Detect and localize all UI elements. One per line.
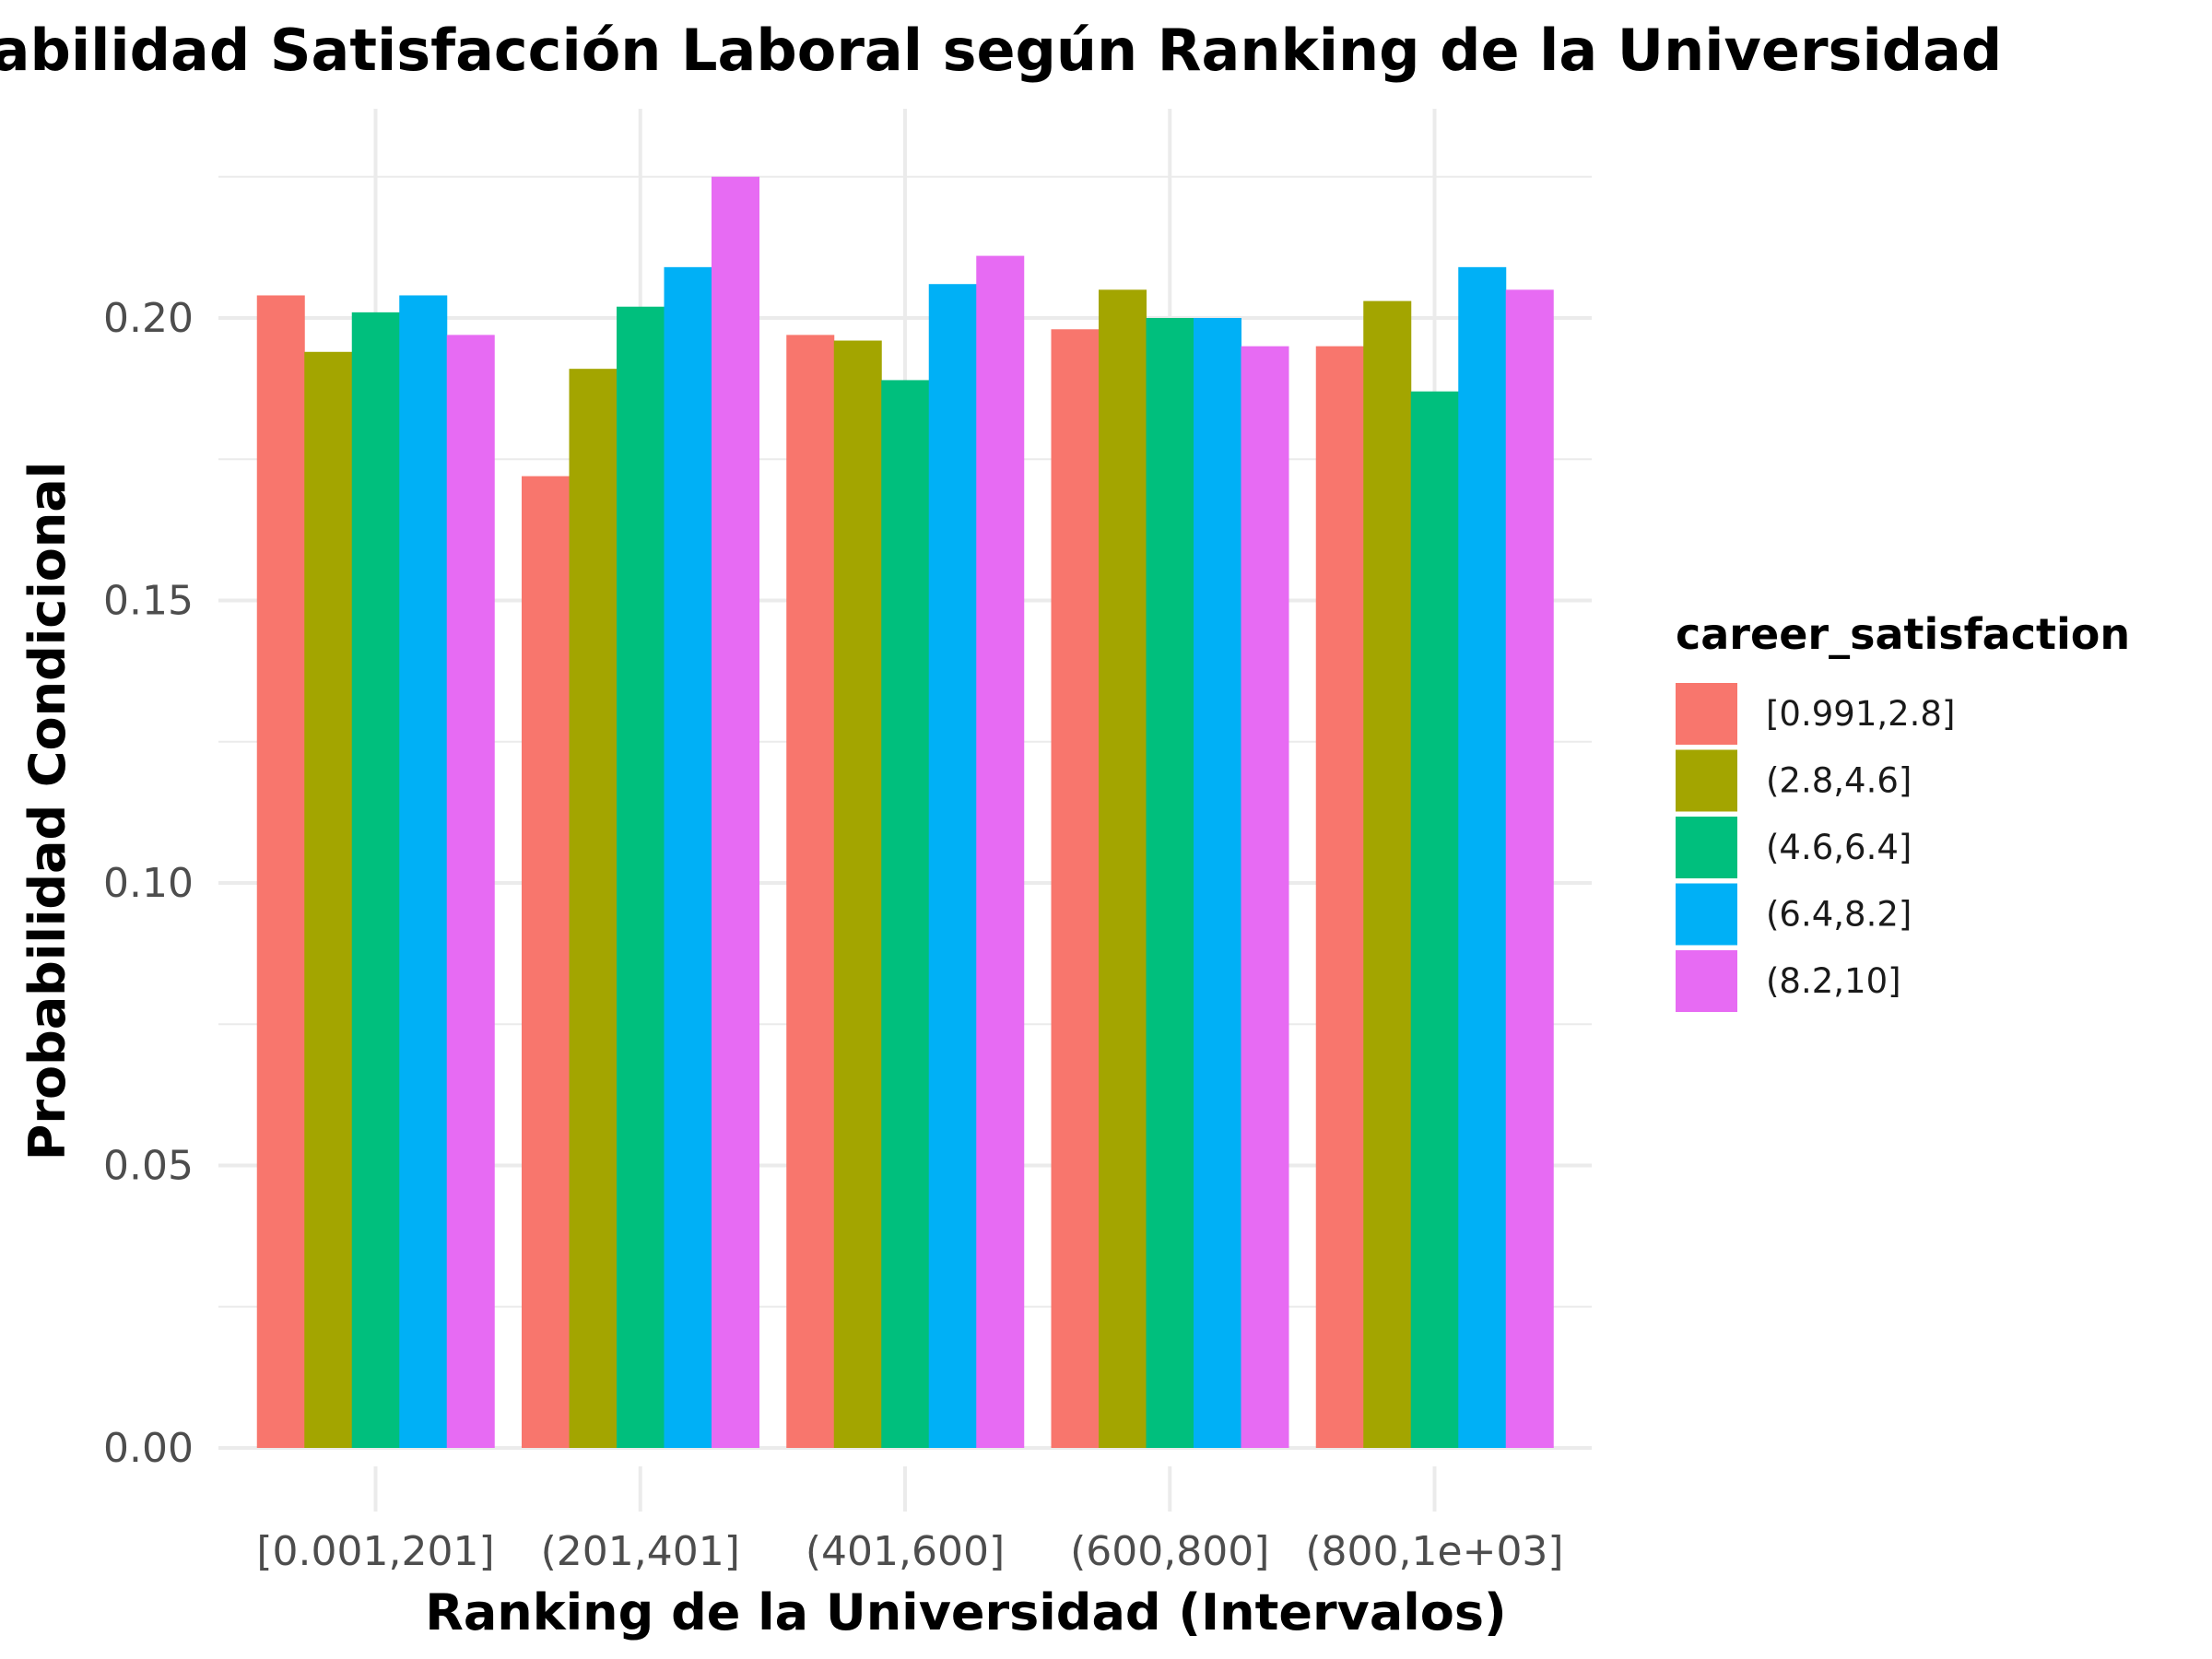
bar xyxy=(1051,329,1100,1448)
y-tick-label: 0.15 xyxy=(103,578,194,625)
bar xyxy=(304,351,353,1448)
legend-label: [0.991,2.8] xyxy=(1766,694,1955,734)
bar xyxy=(522,476,570,1448)
bar xyxy=(1315,346,1364,1448)
y-axis-ticks: 0.00 0.05 0.10 0.15 0.20 xyxy=(103,295,194,1472)
bar xyxy=(1458,266,1507,1449)
y-tick-label: 0.00 xyxy=(103,1425,194,1472)
bar xyxy=(1410,391,1459,1449)
bar xyxy=(569,369,618,1448)
legend-swatch xyxy=(1676,683,1737,745)
bar xyxy=(1241,346,1289,1448)
x-tick-label: (600,800] xyxy=(1070,1528,1269,1575)
x-tick-label: (401,600] xyxy=(806,1528,1005,1575)
x-axis-ticks: [0.001,201] (201,401] (401,600] (600,800] (8… xyxy=(256,1466,1564,1575)
bars xyxy=(256,176,1554,1449)
legend: career_satisfaction [0.991,2.8] (2.8,4.6]… xyxy=(1676,609,2130,1012)
bar xyxy=(1146,318,1194,1448)
bar xyxy=(833,340,882,1448)
x-axis-title: Ranking de la Universidad (Intervalos) xyxy=(425,1583,1506,1641)
bar xyxy=(1194,318,1241,1448)
bar xyxy=(664,266,712,1449)
bar xyxy=(1099,289,1147,1449)
bar xyxy=(617,306,665,1448)
legend-label: (8.2,10] xyxy=(1766,961,1901,1001)
x-tick-label: [0.001,201] xyxy=(256,1528,494,1575)
legend-swatch xyxy=(1676,749,1737,812)
y-axis-title: Probabilidad Condicional xyxy=(18,462,76,1160)
legend-swatch xyxy=(1676,950,1737,1012)
y-tick-label: 0.20 xyxy=(103,295,194,342)
bar xyxy=(712,176,759,1448)
legend-label: (6.4,8.2] xyxy=(1766,895,1912,935)
bar xyxy=(1505,289,1554,1449)
bar xyxy=(786,335,835,1448)
legend-label: (2.8,4.6] xyxy=(1766,761,1912,801)
bar xyxy=(446,335,495,1448)
bar xyxy=(928,284,977,1449)
bar xyxy=(399,295,448,1449)
legend-title: career_satisfaction xyxy=(1676,609,2130,659)
chart-title: Probabilidad Satisfacción Laboral según … xyxy=(0,17,2002,84)
x-tick-label: (800,1e+03] xyxy=(1305,1528,1563,1575)
y-tick-label: 0.05 xyxy=(103,1143,194,1190)
legend-swatch xyxy=(1676,817,1737,878)
legend-swatch xyxy=(1676,883,1737,946)
bar xyxy=(1363,300,1412,1448)
bar xyxy=(351,312,400,1448)
x-tick-label: (201,401] xyxy=(541,1528,740,1575)
y-tick-label: 0.10 xyxy=(103,860,194,907)
bar xyxy=(976,255,1025,1448)
legend-label: (4.6,6.4] xyxy=(1766,828,1912,867)
bar xyxy=(256,295,305,1449)
bar xyxy=(881,380,930,1449)
